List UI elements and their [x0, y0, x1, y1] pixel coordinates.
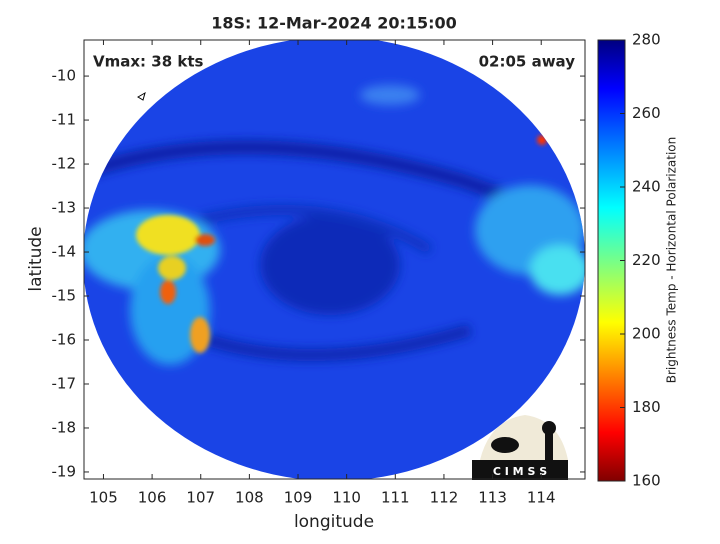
- x-tick-label: 106: [138, 489, 167, 507]
- colorbar-tick-label: 200: [632, 325, 661, 343]
- colorbar-tick-label: 220: [632, 251, 661, 269]
- annotation: 02:05 away: [479, 53, 576, 71]
- y-tick-label: -18: [52, 418, 77, 436]
- axes-frame: [83, 39, 586, 480]
- x-axis-label: longitude: [294, 512, 374, 532]
- colorbar-tick-label: 160: [632, 472, 661, 490]
- y-tick-label: -17: [52, 374, 77, 392]
- y-tick-label: -11: [52, 111, 77, 129]
- x-tick-label: 108: [235, 489, 264, 507]
- y-tick-label: -10: [52, 67, 77, 85]
- y-tick-label: -16: [52, 330, 77, 348]
- y-tick-label: -13: [52, 199, 77, 217]
- x-tick-label: 112: [430, 489, 459, 507]
- x-tick-label: 113: [478, 489, 507, 507]
- y-tick-label: -15: [52, 287, 77, 305]
- colorbar-tick-label: 280: [632, 31, 661, 49]
- satellite-image: [84, 40, 585, 479]
- chart-title: 18S: 12-Mar-2024 20:15:00: [211, 14, 457, 33]
- x-tick-label: 114: [527, 489, 556, 507]
- colorbar-tick-label: 260: [632, 104, 661, 122]
- colorbar-tick-label: 240: [632, 178, 661, 196]
- annotation: Vmax: 38 kts: [93, 53, 203, 71]
- logo: C I M S S: [472, 415, 568, 480]
- x-tick-label: 110: [332, 489, 361, 507]
- colorbar-tick-label: 180: [632, 398, 661, 416]
- y-tick-label: -12: [52, 155, 77, 173]
- y-tick-label: -19: [52, 462, 77, 480]
- colorbar-label: Brightness Temp - Horizontal Polarizatio…: [665, 137, 679, 384]
- y-axis-label: latitude: [26, 226, 46, 291]
- logo-text: C I M S S: [493, 465, 547, 478]
- x-tick-label: 109: [284, 489, 313, 507]
- y-tick-label: -14: [52, 243, 77, 261]
- x-tick-label: 107: [186, 489, 215, 507]
- x-tick-label: 111: [381, 489, 410, 507]
- x-tick-label: 105: [89, 489, 118, 507]
